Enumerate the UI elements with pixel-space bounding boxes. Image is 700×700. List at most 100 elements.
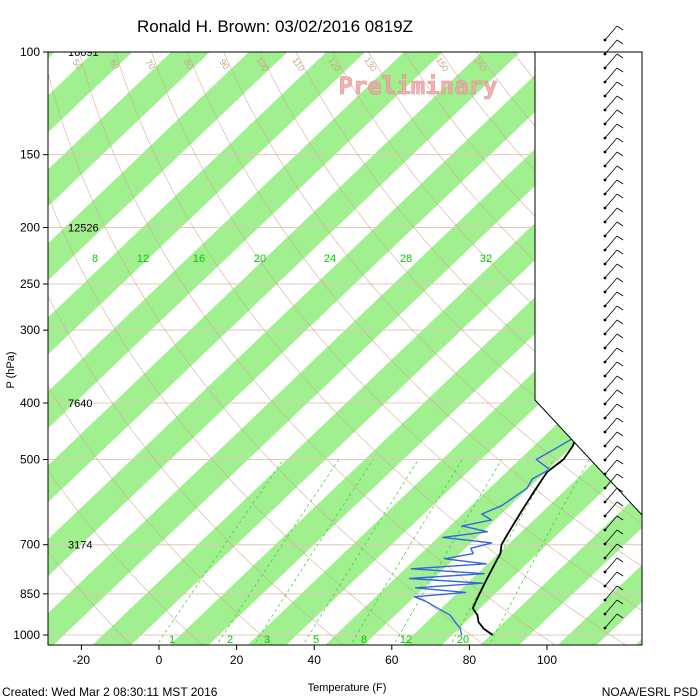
wind-barb-flag: [616, 25, 624, 31]
wind-barb-flag: [616, 487, 624, 493]
y-tick-label: 300: [20, 323, 40, 337]
green-band: [92, 120, 642, 645]
mixing-ratio-label: 28: [400, 253, 412, 265]
wind-barb-station: [603, 584, 607, 588]
wind-barb-station: [603, 164, 607, 168]
wind-barb: [604, 81, 618, 97]
wind-barb-station: [603, 542, 607, 546]
wind-barb: [604, 599, 618, 615]
height-label: 7640: [68, 398, 92, 410]
mixing-ratio-label: 20: [254, 253, 266, 265]
wind-barb-station: [603, 192, 607, 196]
wind-barb: [604, 403, 618, 419]
wind-barb: [604, 221, 618, 237]
green-band: [169, 194, 642, 645]
wind-barb: [604, 235, 618, 251]
x-tick-label: 20: [230, 653, 244, 667]
wind-barb: [604, 333, 618, 349]
wind-barb: [604, 207, 618, 223]
wind-barb-station: [603, 332, 607, 336]
mixing-ratio-lines: [156, 459, 590, 645]
wind-barb: [604, 193, 618, 209]
wind-barb: [604, 543, 618, 559]
wind-barb-flag: [616, 305, 624, 311]
y-tick-label: 150: [20, 148, 40, 162]
wind-barb-station: [603, 80, 607, 84]
wind-barb-flag: [616, 53, 624, 59]
mixing-ratio-line: [253, 459, 374, 645]
dry-adiabat: [114, 52, 627, 645]
mixing-ratio-bottom-label: 2: [227, 634, 233, 646]
green-band: [48, 52, 210, 207]
mixing-ratio-label: 32: [480, 253, 492, 265]
wind-barb-flag: [616, 81, 624, 87]
mixing-ratio-line: [350, 459, 463, 645]
wind-barb: [604, 53, 618, 69]
wind-barb-flag: [616, 417, 624, 423]
wind-barb: [604, 571, 618, 587]
chart-title: Ronald H. Brown: 03/02/2016 0819Z: [137, 17, 413, 36]
wind-barb: [604, 291, 618, 307]
wind-barb-flag: [616, 277, 624, 283]
wind-barb-station: [603, 416, 607, 420]
x-tick-label: 60: [385, 653, 399, 667]
mixing-ratio-line: [450, 459, 555, 645]
wind-barb: [604, 67, 618, 83]
dry-adiabat: [48, 469, 203, 645]
wind-barb: [604, 25, 618, 41]
wind-barb-panel: [534, 25, 700, 645]
wind-barb-flag: [616, 207, 624, 213]
preliminary-watermark: Preliminary: [339, 72, 498, 100]
y-tick-label: 100: [20, 45, 40, 59]
mixing-ratio-label: 24: [324, 253, 336, 265]
wind-barb-station: [603, 598, 607, 602]
wind-barb: [604, 123, 618, 139]
wind-barb: [604, 347, 618, 363]
wind-barb: [604, 179, 618, 195]
wind-barb-flag: [616, 263, 624, 269]
height-label: 12526: [68, 223, 99, 235]
wind-barb-flag: [616, 39, 624, 45]
dry-adiabat: [331, 52, 642, 398]
green-band: [402, 416, 642, 645]
wind-barb-flag: [616, 375, 624, 381]
wind-barb-station: [603, 374, 607, 378]
wind-barb: [604, 389, 618, 405]
wind-barb-flag: [616, 445, 624, 451]
wind-barb-flag: [616, 403, 624, 409]
wind-barb-station: [603, 472, 607, 476]
footer-source: NOAA/ESRL PSD: [602, 685, 699, 699]
theta-label: 110: [290, 56, 306, 73]
wind-barb: [604, 487, 618, 503]
x-tick-label: 40: [308, 653, 322, 667]
temperature-line: [471, 338, 642, 636]
wind-barb-flag: [616, 123, 624, 129]
wind-barb: [604, 473, 618, 489]
wind-barb-flag: [616, 67, 624, 73]
wind-barb-flag: [616, 585, 624, 591]
wind-barb: [604, 557, 618, 573]
dry-adiabat: [48, 71, 486, 645]
dry-adiabat: [151, 52, 642, 612]
mixing-ratio-bottom-label: 3: [264, 634, 270, 646]
mixing-ratio-line: [393, 459, 503, 645]
wind-barb-station: [603, 52, 607, 56]
wind-barb-station: [603, 458, 607, 462]
wind-barb-station: [603, 150, 607, 154]
wind-barb-flag: [616, 193, 624, 199]
wind-barb-station: [603, 612, 607, 616]
wind-barb-flag: [616, 557, 624, 563]
y-axis: 100 150 200 250 300 400 500 700 850 1000: [13, 45, 48, 642]
wind-barb: [604, 109, 618, 125]
dry-adiabat: [78, 52, 556, 645]
theta-label: 150: [434, 55, 451, 73]
wind-barb-flag: [616, 95, 624, 101]
wind-barb-station: [603, 514, 607, 518]
wind-barb-station: [603, 430, 607, 434]
mixing-ratio-bottom-label: 5: [313, 634, 319, 646]
wind-barb-flag: [616, 165, 624, 171]
wind-barb-station: [603, 360, 607, 364]
dry-adiabat: [48, 194, 415, 645]
wind-barb: [604, 515, 618, 531]
